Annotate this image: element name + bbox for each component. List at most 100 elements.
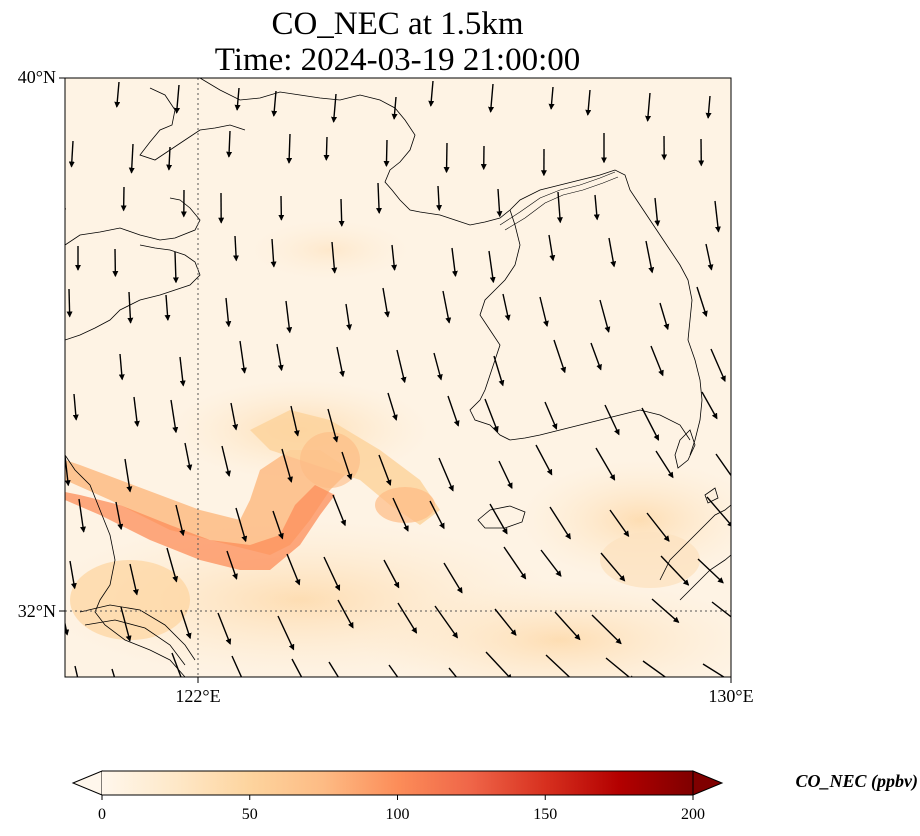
wind-arrow: [166, 547, 179, 583]
chart-title: CO_NEC at 1.5km: [271, 6, 524, 42]
wind-arrow: [436, 185, 443, 212]
colorbar-gradient: [102, 771, 693, 795]
wind-arrow: [585, 89, 592, 116]
plume-blob-east: [375, 487, 435, 523]
wind-arrow: [180, 609, 192, 640]
wind-arrow: [489, 503, 508, 535]
wind-arrow: [383, 559, 400, 589]
wind-arrow: [485, 651, 513, 677]
colorbar-extend-min: [71, 770, 103, 796]
wind-arrow: [118, 353, 125, 381]
wind-arrow: [277, 615, 295, 651]
wind-arrow: [545, 654, 571, 677]
wind-arrow: [179, 356, 186, 387]
wind-arrow: [503, 546, 527, 580]
wind-arrow: [605, 657, 635, 677]
wind-arrow: [493, 355, 505, 387]
wind-arrow: [539, 296, 549, 327]
wind-arrow: [65, 455, 71, 487]
wind-arrow: [174, 84, 181, 114]
colorbar-tick-label-200: 200: [681, 806, 705, 823]
wind-arrow: [654, 197, 661, 227]
wind-arrow: [659, 302, 670, 331]
wind-arrow: [233, 235, 240, 262]
plume-yangtze-mouth: [70, 560, 190, 640]
wind-arrow: [272, 510, 284, 540]
colorbar-tick-label-50: 50: [241, 806, 258, 823]
wind-arrow: [331, 241, 338, 274]
lon-label-122e: 122°E: [175, 686, 221, 706]
wind-arrow: [593, 194, 600, 221]
yangtze-south-bank: [84, 619, 186, 666]
wind-arrow: [705, 95, 712, 119]
wind-vectors: [65, 80, 731, 677]
wind-arrow: [484, 398, 499, 433]
colorbar-tick-label-150: 150: [533, 806, 558, 823]
yangtze-north-bank: [79, 604, 196, 661]
wind-arrow: [548, 234, 556, 262]
iki-island: [704, 487, 719, 504]
wind-arrow: [291, 658, 303, 677]
graticule: [65, 78, 731, 677]
wind-arrow: [641, 407, 660, 441]
wind-arrow: [650, 345, 664, 377]
coastline-shandong-north: [65, 197, 201, 246]
wind-arrow: [556, 191, 563, 224]
wind-arrow: [337, 599, 354, 629]
wind-arrow: [711, 601, 731, 618]
wind-arrow: [226, 550, 238, 580]
wind-arrow: [397, 602, 418, 634]
wind-arrow: [323, 556, 341, 592]
wind-arrow: [645, 92, 652, 122]
wind-arrow: [65, 620, 70, 636]
wind-arrow: [114, 81, 121, 108]
wind-arrow: [345, 303, 353, 331]
wind-arrow: [600, 552, 626, 582]
wind-arrow: [111, 668, 116, 677]
wind-arrow: [175, 504, 186, 537]
wind-arrow: [396, 349, 407, 384]
wind-arrow: [270, 238, 277, 268]
wind-arrow: [595, 447, 616, 481]
plume-blob-center: [300, 432, 360, 488]
wind-arrow: [645, 240, 655, 274]
coastline-shandong-south: [65, 244, 201, 341]
wind-arrow: [115, 501, 124, 531]
wind-arrow: [387, 392, 398, 421]
wind-arrow: [120, 606, 132, 642]
wind-arrow: [443, 142, 450, 174]
wind-arrow: [286, 553, 301, 586]
wind-arrow: [332, 494, 347, 527]
wind-arrow: [164, 294, 171, 321]
wind-arrow: [697, 558, 724, 584]
wind-arrow: [651, 598, 680, 623]
wind-arrow: [642, 660, 667, 677]
wind-arrow: [604, 404, 620, 436]
wind-arrow: [171, 652, 182, 677]
colorbar-tick-label-100: 100: [385, 806, 410, 823]
wind-arrow: [392, 497, 409, 532]
wind-arrow: [548, 86, 555, 110]
wind-arrow: [655, 450, 674, 479]
wind-arrow: [706, 496, 731, 528]
plume-japan-sea-patch: [600, 532, 700, 588]
wind-arrow: [133, 396, 140, 427]
wind-arrow: [74, 665, 79, 677]
wind-arrow: [710, 348, 726, 383]
plume-band-core: [65, 485, 335, 570]
wind-arrow: [701, 391, 718, 420]
wind-arrow: [429, 500, 445, 530]
wind-arrow: [599, 299, 611, 333]
wind-arrow: [285, 300, 293, 334]
wind-arrow: [540, 549, 562, 577]
wind-arrow: [336, 346, 345, 378]
wind-arrow: [217, 612, 232, 645]
wind-arrow: [702, 663, 726, 677]
colorbar-extend-max: [692, 770, 724, 796]
wind-arrow: [549, 506, 571, 540]
korea-dmz-border: [499, 171, 619, 231]
map-frame: [64, 77, 732, 678]
wind-arrow: [609, 509, 630, 538]
wind-arrow: [78, 498, 86, 533]
wind-arrow: [705, 243, 714, 271]
